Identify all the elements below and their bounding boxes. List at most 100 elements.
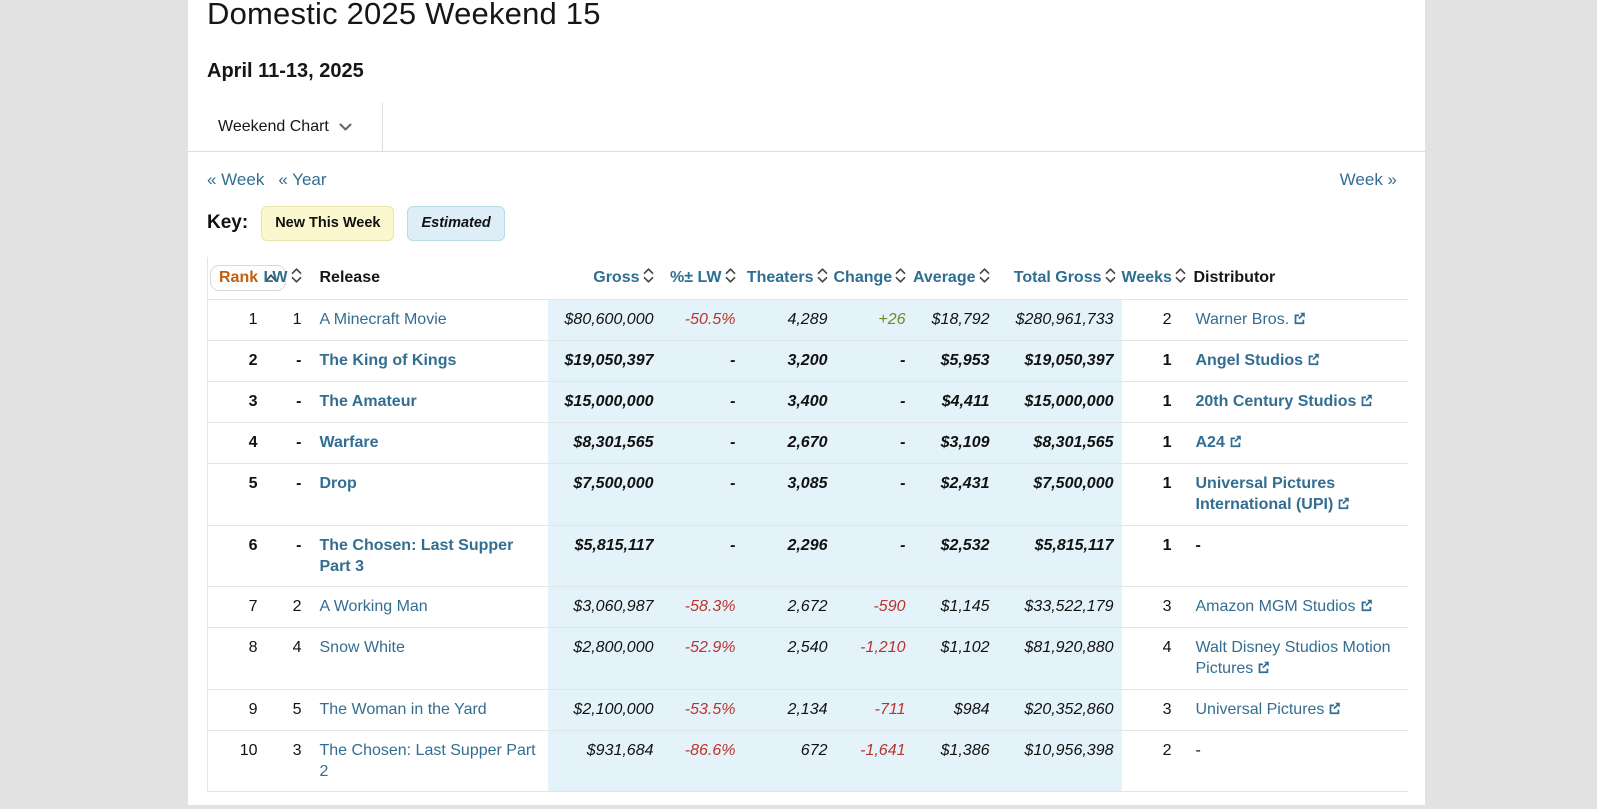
cell-lw: 4 <box>263 627 308 690</box>
legend-key: Key: New This Week Estimated <box>207 206 1425 241</box>
prev-week-link[interactable]: « Week <box>207 170 265 189</box>
cell-release: The Chosen: Last Supper Part 3 <box>307 525 548 587</box>
pct_lw-value: - <box>730 392 736 410</box>
next-week-link[interactable]: Week » <box>1339 170 1397 189</box>
change-value: +26 <box>878 310 906 328</box>
cell-rank: 4 <box>207 422 264 464</box>
pct_lw-value: - <box>730 433 736 451</box>
cell-pct_lw: -58.3% <box>659 586 742 628</box>
cell-distributor: Walt Disney Studios Motion Pictures <box>1181 627 1408 690</box>
release-link[interactable]: Snow White <box>319 638 405 656</box>
column-header-rank[interactable]: Rank <box>207 256 287 300</box>
column-header-label: Change <box>833 268 893 286</box>
pct_lw-value: - <box>730 474 736 492</box>
cell-gross: $3,060,987 <box>547 586 660 628</box>
column-header-weeks[interactable]: Weeks <box>1121 256 1186 300</box>
cell-total_gross: $7,500,000 <box>995 463 1122 526</box>
distributor-link[interactable]: Amazon MGM Studios <box>1196 598 1373 615</box>
pct_lw-value: - <box>730 536 736 554</box>
column-header-release[interactable]: Release <box>307 256 548 300</box>
column-header-label: Weeks <box>1121 268 1172 286</box>
change-value: - <box>900 433 906 451</box>
release-link[interactable]: The Amateur <box>319 392 417 410</box>
column-header-pct_lw[interactable]: %± LW <box>659 256 742 300</box>
cell-theaters: 3,200 <box>741 340 834 382</box>
sort-up-down-icon <box>1175 267 1186 288</box>
cell-total_gross: $19,050,397 <box>995 340 1122 382</box>
cell-average: $18,792 <box>911 299 996 341</box>
cell-total_gross: $33,522,179 <box>995 586 1122 628</box>
column-header-change[interactable]: Change <box>833 256 912 300</box>
external-link-icon <box>1228 433 1242 454</box>
cell-lw: - <box>263 381 308 423</box>
table-row: 10 3 The Chosen: Last Supper Part 2 $931,68… <box>207 730 1408 792</box>
cell-distributor: Warner Bros. <box>1181 299 1408 341</box>
cell-average: $1,145 <box>911 586 996 628</box>
cell-gross: $80,600,000 <box>547 299 660 341</box>
key-badge-estimated: Estimated <box>407 206 505 241</box>
release-link[interactable]: The Chosen: Last Supper Part 3 <box>319 536 514 575</box>
cell-change: -1,641 <box>833 730 912 792</box>
cell-weeks: 1 <box>1121 381 1182 423</box>
change-value: - <box>900 474 906 492</box>
cell-total_gross: $5,815,117 <box>995 525 1122 587</box>
cell-weeks: 3 <box>1121 689 1182 731</box>
pct_lw-value: -86.6% <box>684 741 736 759</box>
release-link[interactable]: A Working Man <box>319 597 428 615</box>
cell-release: Drop <box>307 463 548 526</box>
cell-average: $2,431 <box>911 463 996 526</box>
sort-up-down-icon <box>817 267 828 288</box>
column-header-total_gross[interactable]: Total Gross <box>995 256 1122 300</box>
cell-rank: 9 <box>207 689 264 731</box>
table-row: 2- The King of Kings $19,050,397-3,200- $5,… <box>207 340 1408 382</box>
cell-change: -711 <box>833 689 912 731</box>
change-value: -1,641 <box>860 741 906 759</box>
release-link[interactable]: Warfare <box>319 433 379 451</box>
page-title: Domestic 2025 Weekend 15 <box>207 0 601 31</box>
column-header-theaters[interactable]: Theaters <box>741 256 834 300</box>
table-row: 9 5 The Woman in the Yard $2,100,000 -53.5% 2… <box>207 689 1408 731</box>
cell-lw: 2 <box>263 586 308 628</box>
sort-up-down-icon <box>643 267 654 288</box>
sort-up-down-icon <box>1105 267 1116 288</box>
distributor-link[interactable]: Warner Bros. <box>1196 311 1307 328</box>
column-header-label: %± LW <box>670 268 722 286</box>
release-link[interactable]: Drop <box>319 474 357 492</box>
pct_lw-value: -58.3% <box>684 597 736 615</box>
cell-theaters: 4,289 <box>741 299 834 341</box>
distributor-link[interactable]: Angel Studios <box>1196 352 1321 369</box>
sort-up-down-icon <box>291 267 302 288</box>
cell-average: $1,386 <box>911 730 996 792</box>
distributor-link[interactable]: A24 <box>1196 434 1242 451</box>
cell-release: Snow White <box>307 627 548 690</box>
cell-weeks: 2 <box>1121 299 1182 341</box>
release-link[interactable]: The King of Kings <box>319 351 457 369</box>
external-link-icon <box>1256 659 1270 680</box>
prev-year-link[interactable]: « Year <box>278 170 327 189</box>
cell-release: The Amateur <box>307 381 548 423</box>
change-value: -1,210 <box>860 638 906 656</box>
column-header-average[interactable]: Average <box>911 256 996 300</box>
column-header-distributor[interactable]: Distributor <box>1181 256 1408 300</box>
release-link[interactable]: The Chosen: Last Supper Part 2 <box>319 741 536 780</box>
cell-distributor: 20th Century Studios <box>1181 381 1408 423</box>
chart-type-dropdown[interactable]: Weekend Chart <box>188 103 383 151</box>
chart-selector-bar: Weekend Chart <box>188 103 1425 152</box>
cell-gross: $5,815,117 <box>547 525 660 587</box>
distributor-link[interactable]: Walt Disney Studios Motion Pictures <box>1196 639 1391 677</box>
change-value: -711 <box>874 700 906 718</box>
column-header-lw[interactable]: LW <box>263 256 308 300</box>
cell-change: -1,210 <box>833 627 912 690</box>
cell-rank: 6 <box>207 525 264 587</box>
column-header-gross[interactable]: Gross <box>547 256 660 300</box>
distributor-link[interactable]: Universal Pictures <box>1196 701 1342 718</box>
release-link[interactable]: The Woman in the Yard <box>319 700 487 718</box>
cell-distributor: Universal Pictures International (UPI) <box>1181 463 1408 526</box>
distributor-link[interactable]: Universal Pictures International (UPI) <box>1196 475 1351 513</box>
content-area: Domestic 2025 Weekend 15 April 11-13, 20… <box>188 0 1425 805</box>
cell-release: A Minecraft Movie <box>307 299 548 341</box>
distributor-link[interactable]: 20th Century Studios <box>1196 393 1374 410</box>
cell-average: $2,532 <box>911 525 996 587</box>
release-link[interactable]: A Minecraft Movie <box>319 310 447 328</box>
cell-gross: $8,301,565 <box>547 422 660 464</box>
